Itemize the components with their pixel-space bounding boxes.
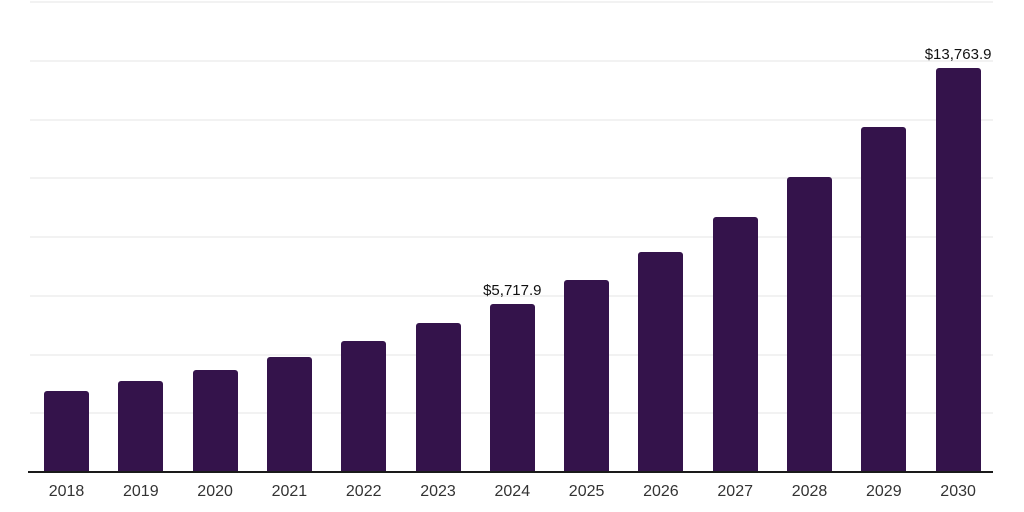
- bar-2019: [118, 380, 164, 472]
- bar-2022: [341, 340, 387, 472]
- gridline: [30, 59, 993, 62]
- plot-area: [30, 0, 993, 472]
- bar-2030: [935, 67, 981, 472]
- gridline: [30, 1, 993, 3]
- gridline: [30, 177, 993, 180]
- bar-2023: [415, 322, 461, 472]
- bar-2028: [787, 176, 832, 472]
- x-axis-label-2019: 2019: [123, 483, 159, 500]
- gridline: [30, 236, 993, 238]
- x-axis-line: [28, 471, 993, 473]
- gridline: [30, 294, 993, 297]
- x-axis-label-2030: 2030: [940, 483, 976, 500]
- bar-2026: [638, 251, 684, 472]
- x-axis-label-2020: 2020: [197, 483, 233, 500]
- bar-2020: [192, 370, 238, 472]
- x-axis-label-2022: 2022: [345, 483, 382, 500]
- x-axis-label-2026: 2026: [643, 483, 679, 500]
- x-axis-label-2029: 2029: [866, 483, 902, 500]
- x-axis-label-2018: 2018: [48, 483, 85, 500]
- x-axis-label-2027: 2027: [717, 483, 753, 500]
- bar-2024: [489, 304, 535, 472]
- x-axis-label-2024: 2024: [494, 483, 531, 500]
- bar-2018: [44, 391, 89, 472]
- x-axis-label-2021: 2021: [271, 483, 308, 500]
- data-label-2024: $5,717.9: [483, 282, 542, 300]
- bar-2025: [564, 279, 610, 472]
- bar-2029: [861, 126, 907, 472]
- bar-2021: [266, 356, 312, 472]
- bar-2027: [712, 217, 758, 472]
- data-label-2030: $13,763.9: [924, 45, 992, 63]
- x-axis-label-2023: 2023: [420, 483, 456, 500]
- x-axis-label-2025: 2025: [568, 483, 605, 500]
- gridline: [30, 118, 993, 121]
- x-axis-label-2028: 2028: [791, 483, 828, 500]
